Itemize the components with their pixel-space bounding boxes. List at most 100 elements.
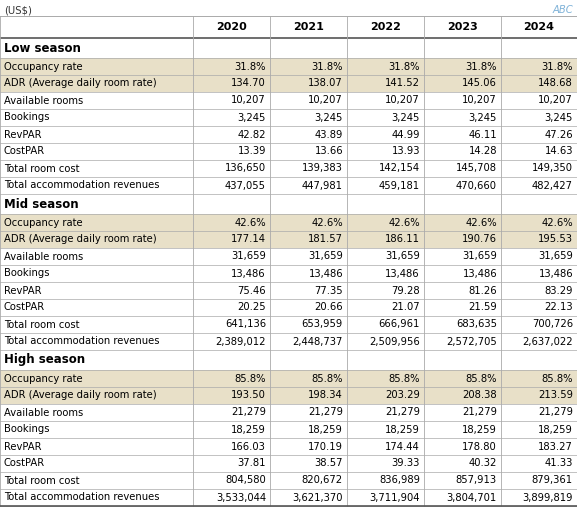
Text: ADR (Average daily room rate): ADR (Average daily room rate) xyxy=(4,235,156,245)
Text: 13,486: 13,486 xyxy=(385,268,420,278)
Text: 213.59: 213.59 xyxy=(538,390,573,400)
Text: 40.32: 40.32 xyxy=(469,458,497,468)
Text: 145.06: 145.06 xyxy=(462,79,497,89)
Text: 820,672: 820,672 xyxy=(302,475,343,486)
Text: 31,659: 31,659 xyxy=(538,252,573,261)
Text: 85.8%: 85.8% xyxy=(541,374,573,384)
Bar xyxy=(0,333,577,350)
Text: Available rooms: Available rooms xyxy=(4,252,83,261)
Text: 42.6%: 42.6% xyxy=(466,217,497,227)
Text: 42.6%: 42.6% xyxy=(234,217,266,227)
Text: 3,804,701: 3,804,701 xyxy=(447,493,497,503)
Text: 181.57: 181.57 xyxy=(308,235,343,245)
Text: 42.6%: 42.6% xyxy=(541,217,573,227)
Text: CostPAR: CostPAR xyxy=(4,147,45,157)
Text: 85.8%: 85.8% xyxy=(466,374,497,384)
Text: 3,711,904: 3,711,904 xyxy=(369,493,420,503)
Text: 18,259: 18,259 xyxy=(538,424,573,434)
Text: Occupancy rate: Occupancy rate xyxy=(4,61,83,71)
Text: 42.82: 42.82 xyxy=(238,129,266,139)
Text: 79.28: 79.28 xyxy=(391,286,420,296)
Text: 10,207: 10,207 xyxy=(385,95,420,105)
Text: Mid season: Mid season xyxy=(4,198,78,211)
Text: 10,207: 10,207 xyxy=(462,95,497,105)
Text: 482,427: 482,427 xyxy=(532,180,573,191)
Text: 879,361: 879,361 xyxy=(532,475,573,486)
Text: 18,259: 18,259 xyxy=(231,424,266,434)
Text: 166.03: 166.03 xyxy=(231,442,266,452)
Text: 13.66: 13.66 xyxy=(314,147,343,157)
Text: 145,708: 145,708 xyxy=(456,163,497,173)
Text: 14.28: 14.28 xyxy=(469,147,497,157)
Text: 2,637,022: 2,637,022 xyxy=(522,336,573,346)
Text: 141.52: 141.52 xyxy=(385,79,420,89)
Text: 3,245: 3,245 xyxy=(392,113,420,123)
Text: 85.8%: 85.8% xyxy=(234,374,266,384)
Text: 134.70: 134.70 xyxy=(231,79,266,89)
Text: RevPAR: RevPAR xyxy=(4,442,42,452)
Text: 31,659: 31,659 xyxy=(462,252,497,261)
Text: RevPAR: RevPAR xyxy=(4,129,42,139)
Text: 836,989: 836,989 xyxy=(379,475,420,486)
Text: 13,486: 13,486 xyxy=(308,268,343,278)
Text: 13.39: 13.39 xyxy=(238,147,266,157)
Text: 2,389,012: 2,389,012 xyxy=(215,336,266,346)
Text: Total accommodation revenues: Total accommodation revenues xyxy=(4,336,159,346)
Text: 42.6%: 42.6% xyxy=(312,217,343,227)
Text: 31.8%: 31.8% xyxy=(234,61,266,71)
Text: CostPAR: CostPAR xyxy=(4,458,45,468)
Text: 139,383: 139,383 xyxy=(302,163,343,173)
Text: 18,259: 18,259 xyxy=(462,424,497,434)
Text: 142,154: 142,154 xyxy=(379,163,420,173)
Text: 2024: 2024 xyxy=(523,22,554,32)
Text: 46.11: 46.11 xyxy=(469,129,497,139)
Text: 2,509,956: 2,509,956 xyxy=(369,336,420,346)
Text: 44.99: 44.99 xyxy=(392,129,420,139)
Text: High season: High season xyxy=(4,354,85,366)
Text: Occupancy rate: Occupancy rate xyxy=(4,217,83,227)
Text: 183.27: 183.27 xyxy=(538,442,573,452)
Text: 2021: 2021 xyxy=(293,22,324,32)
Text: ADR (Average daily room rate): ADR (Average daily room rate) xyxy=(4,79,156,89)
Text: 208.38: 208.38 xyxy=(462,390,497,400)
Text: 186.11: 186.11 xyxy=(385,235,420,245)
Text: 653,959: 653,959 xyxy=(302,320,343,330)
Bar xyxy=(0,38,577,58)
Text: Total accommodation revenues: Total accommodation revenues xyxy=(4,180,159,191)
Text: 459,181: 459,181 xyxy=(379,180,420,191)
Text: 3,245: 3,245 xyxy=(545,113,573,123)
Text: 700,726: 700,726 xyxy=(532,320,573,330)
Text: 3,245: 3,245 xyxy=(314,113,343,123)
Bar xyxy=(0,109,577,126)
Bar xyxy=(0,126,577,143)
Bar xyxy=(0,92,577,109)
Text: 804,580: 804,580 xyxy=(225,475,266,486)
Text: 13,486: 13,486 xyxy=(462,268,497,278)
Text: 13,486: 13,486 xyxy=(538,268,573,278)
Text: Total room cost: Total room cost xyxy=(4,163,80,173)
Text: Bookings: Bookings xyxy=(4,268,50,278)
Text: 437,055: 437,055 xyxy=(225,180,266,191)
Text: 31.8%: 31.8% xyxy=(541,61,573,71)
Text: 174.44: 174.44 xyxy=(385,442,420,452)
Text: 85.8%: 85.8% xyxy=(312,374,343,384)
Text: Total room cost: Total room cost xyxy=(4,475,80,486)
Bar xyxy=(0,16,577,38)
Bar xyxy=(0,282,577,299)
Text: 3,245: 3,245 xyxy=(238,113,266,123)
Bar xyxy=(0,299,577,316)
Text: 85.8%: 85.8% xyxy=(388,374,420,384)
Text: ABC: ABC xyxy=(552,5,573,15)
Text: 203.29: 203.29 xyxy=(385,390,420,400)
Text: 178.80: 178.80 xyxy=(462,442,497,452)
Text: 857,913: 857,913 xyxy=(456,475,497,486)
Text: 3,533,044: 3,533,044 xyxy=(216,493,266,503)
Text: 21,279: 21,279 xyxy=(308,408,343,418)
Bar xyxy=(0,472,577,489)
Text: 666,961: 666,961 xyxy=(379,320,420,330)
Text: 2020: 2020 xyxy=(216,22,247,32)
Bar xyxy=(0,177,577,194)
Text: 20.66: 20.66 xyxy=(314,302,343,312)
Text: 20.25: 20.25 xyxy=(237,302,266,312)
Text: 193.50: 193.50 xyxy=(231,390,266,400)
